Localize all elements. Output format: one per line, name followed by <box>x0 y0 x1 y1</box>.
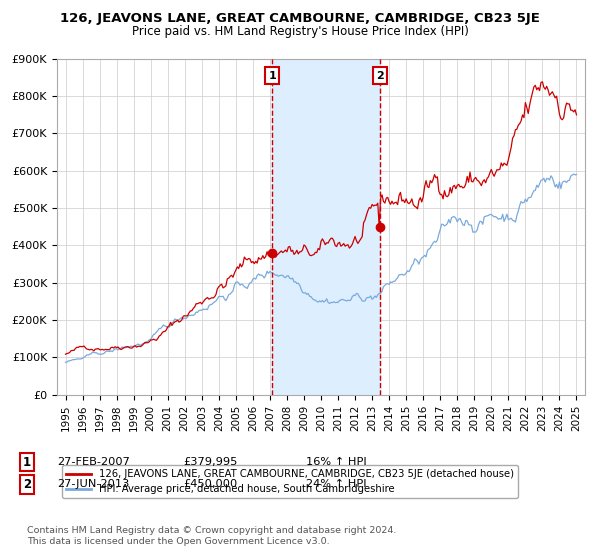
Text: £450,000: £450,000 <box>183 479 237 489</box>
Text: 1: 1 <box>23 455 31 469</box>
Bar <box>272 59 380 395</box>
Text: 27-JUN-2013: 27-JUN-2013 <box>57 479 130 489</box>
Text: 2: 2 <box>377 71 385 81</box>
Text: £379,995: £379,995 <box>183 457 238 467</box>
Text: Contains HM Land Registry data © Crown copyright and database right 2024.
This d: Contains HM Land Registry data © Crown c… <box>27 526 397 546</box>
Text: 16% ↑ HPI: 16% ↑ HPI <box>306 457 367 467</box>
Text: Price paid vs. HM Land Registry's House Price Index (HPI): Price paid vs. HM Land Registry's House … <box>131 25 469 38</box>
Text: 24% ↑ HPI: 24% ↑ HPI <box>306 479 367 489</box>
Text: 1: 1 <box>269 71 277 81</box>
Text: 126, JEAVONS LANE, GREAT CAMBOURNE, CAMBRIDGE, CB23 5JE: 126, JEAVONS LANE, GREAT CAMBOURNE, CAMB… <box>60 12 540 25</box>
Text: 2: 2 <box>23 478 31 491</box>
Legend: 126, JEAVONS LANE, GREAT CAMBOURNE, CAMBRIDGE, CB23 5JE (detached house), HPI: A: 126, JEAVONS LANE, GREAT CAMBOURNE, CAMB… <box>62 465 518 498</box>
Text: 27-FEB-2007: 27-FEB-2007 <box>57 457 130 467</box>
